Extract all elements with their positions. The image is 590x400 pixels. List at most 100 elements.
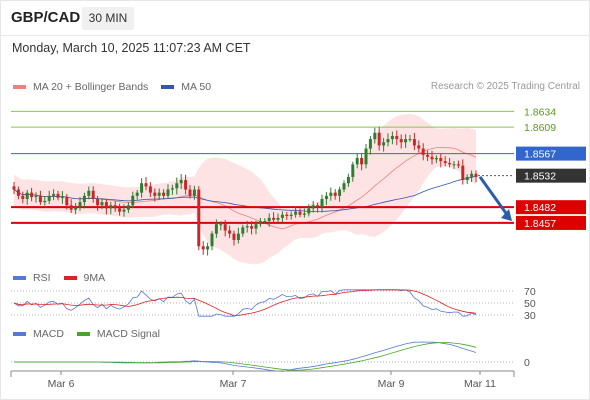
rsi-legend: RSI 9MA bbox=[13, 272, 105, 284]
level-label-pivot: 1.8567 bbox=[524, 149, 556, 161]
candle-body bbox=[434, 158, 438, 160]
level-label-current: 1.8532 bbox=[524, 171, 556, 183]
candle-body bbox=[166, 189, 170, 196]
candle-body bbox=[52, 193, 56, 196]
candle-body bbox=[338, 189, 342, 196]
rsi-ma-line bbox=[13, 289, 477, 317]
candle-body bbox=[267, 217, 271, 222]
ma50-swatch bbox=[161, 85, 175, 89]
x-tick-label: Mar 6 bbox=[48, 378, 75, 390]
rsi-level-label: 50 bbox=[524, 298, 536, 310]
candle-body bbox=[135, 192, 139, 196]
candle-body bbox=[311, 205, 315, 209]
level-label-bg-support bbox=[516, 200, 586, 215]
candle-body bbox=[192, 189, 196, 196]
candle-body bbox=[197, 189, 201, 247]
candle-body bbox=[461, 165, 465, 181]
level-label-support: 1.8482 bbox=[524, 202, 556, 214]
candle-body bbox=[307, 208, 311, 214]
candle-body bbox=[12, 186, 16, 190]
candle-body bbox=[162, 192, 166, 196]
candle-body bbox=[280, 214, 284, 218]
x-tick-label: Mar 7 bbox=[220, 378, 247, 390]
candle-body bbox=[452, 164, 456, 166]
candle-body bbox=[228, 230, 232, 234]
price-legend: MA 20 + Bollinger Bands MA 50 bbox=[13, 81, 211, 93]
candle-body bbox=[153, 192, 157, 196]
candle-body bbox=[96, 198, 100, 206]
level-label-bg-support bbox=[516, 215, 586, 230]
candle-body bbox=[140, 183, 144, 193]
header-bar: GBP/CAD 30 MIN bbox=[0, 0, 590, 36]
ma20-legend-label: MA 20 + Bollinger Bands bbox=[33, 81, 149, 93]
macd-swatch bbox=[13, 332, 26, 336]
macd-signal-swatch bbox=[76, 332, 90, 336]
candle-body bbox=[219, 224, 223, 226]
level-label-bg-pivot bbox=[516, 146, 586, 161]
candle-body bbox=[470, 173, 474, 177]
level-label-support: 1.8457 bbox=[524, 218, 556, 230]
candle-body bbox=[144, 183, 148, 187]
candle-body bbox=[316, 205, 320, 208]
x-tick-label: Mar 9 bbox=[378, 378, 405, 390]
candle-body bbox=[404, 139, 408, 143]
candle-body bbox=[360, 158, 364, 165]
candle-body bbox=[399, 139, 403, 143]
candle-body bbox=[38, 195, 42, 203]
macd-line bbox=[14, 341, 477, 372]
candle-body bbox=[232, 233, 236, 240]
candle-body bbox=[69, 205, 73, 210]
candle-body bbox=[439, 158, 443, 162]
candle-body bbox=[342, 183, 346, 190]
candle-body bbox=[408, 139, 412, 141]
candle-body bbox=[109, 205, 113, 209]
candle-body bbox=[113, 205, 117, 209]
candle-body bbox=[333, 192, 337, 196]
candle-body bbox=[395, 135, 399, 140]
candle-body bbox=[254, 224, 258, 229]
candle-body bbox=[373, 132, 377, 140]
candle-body bbox=[320, 198, 324, 208]
candle-body bbox=[126, 205, 130, 210]
candle-body bbox=[289, 214, 293, 216]
candle-body bbox=[201, 246, 205, 250]
candle-body bbox=[329, 192, 333, 196]
ma20-swatch bbox=[13, 85, 26, 89]
candle-body bbox=[214, 224, 218, 234]
candle-body bbox=[118, 208, 122, 212]
candle-body bbox=[122, 209, 126, 212]
candle-body bbox=[206, 246, 210, 250]
candle-body bbox=[210, 233, 214, 247]
credit-text: Research © 2025 Trading Central bbox=[430, 81, 580, 92]
timeframe-button[interactable]: 30 MIN bbox=[82, 7, 134, 30]
candle-body bbox=[382, 142, 386, 146]
symbol-title: GBP/CAD bbox=[11, 9, 81, 26]
candle-body bbox=[421, 148, 425, 155]
candle-body bbox=[443, 161, 447, 164]
rsi-swatch bbox=[13, 276, 26, 280]
candle-body bbox=[16, 189, 20, 196]
macd-level-label: 0 bbox=[524, 357, 530, 369]
candle-body bbox=[179, 180, 183, 184]
candle-body bbox=[364, 148, 368, 165]
candle-body bbox=[285, 214, 289, 216]
candle-body bbox=[426, 154, 430, 157]
candle-body bbox=[175, 183, 179, 189]
candle-body bbox=[91, 190, 95, 199]
candle-body bbox=[368, 139, 372, 149]
candle-body bbox=[355, 158, 359, 165]
candle-body bbox=[223, 224, 227, 231]
forecast-arrow-head bbox=[501, 209, 512, 222]
candle-body bbox=[258, 221, 262, 225]
level-label-bg-current bbox=[516, 168, 586, 183]
candle-body bbox=[377, 132, 381, 146]
candle-body bbox=[87, 190, 91, 196]
datetime-label: Monday, March 10, 2025 11:07:23 AM CET bbox=[12, 41, 251, 55]
candle-body bbox=[324, 195, 328, 199]
ma50-legend-label: MA 50 bbox=[181, 81, 212, 93]
candle-body bbox=[294, 211, 298, 215]
candle-body bbox=[263, 221, 267, 223]
candle-body bbox=[56, 193, 60, 198]
level-label-resistance: 1.8634 bbox=[524, 106, 556, 118]
candle-body bbox=[390, 135, 394, 140]
